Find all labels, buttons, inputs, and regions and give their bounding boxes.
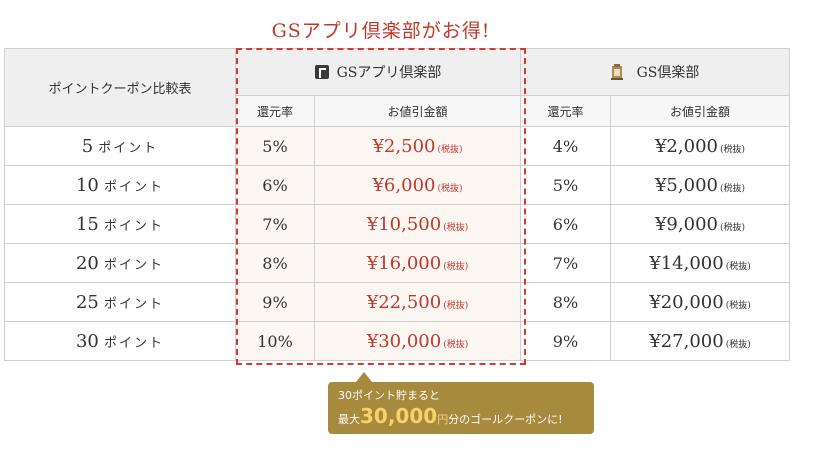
subheader-app-rate: 還元率: [235, 95, 315, 127]
table-row: 10 ポイント 6% ¥6,000 (税抜) 5% ¥5,000 (税抜): [4, 165, 790, 205]
gs-rate-cell: 4%: [520, 126, 611, 166]
gs-rate-cell: 6%: [520, 204, 611, 244]
app-rate-cell: 7%: [235, 204, 315, 244]
gs-rate-cell: 5%: [520, 165, 611, 205]
points-cell: 5 ポイント: [4, 126, 236, 166]
group-app-label: GSアプリ倶楽部: [336, 65, 442, 81]
callout-line1: 30ポイント貯まると: [338, 389, 440, 402]
app-rate-cell: 6%: [235, 165, 315, 205]
gs-amount-cell: ¥14,000 (税抜): [610, 243, 790, 283]
table-row: 15 ポイント 7% ¥10,500 (税抜) 6% ¥9,000 (税抜): [4, 204, 790, 244]
gs-amount-cell: ¥27,000 (税抜): [610, 321, 790, 361]
headline: GSアプリ倶楽部がお得!: [271, 20, 491, 42]
gs-rate-cell: 9%: [520, 321, 611, 361]
points-cell: 25 ポイント: [4, 282, 236, 322]
points-cell: 10 ポイント: [4, 165, 236, 205]
app-logo-icon: [314, 65, 329, 79]
table-row: 30 ポイント 10% ¥30,000 (税抜) 9% ¥27,000 (税抜): [4, 321, 790, 361]
app-amount-cell: ¥22,500 (税抜): [314, 282, 521, 322]
points-cell: 15 ポイント: [4, 204, 236, 244]
app-amount-cell: ¥2,500 (税抜): [314, 126, 521, 166]
app-rate-cell: 8%: [235, 243, 315, 283]
gs-amount-cell: ¥2,000 (税抜): [610, 126, 790, 166]
group-gs-label: GS倶楽部: [636, 65, 700, 81]
subheader-app-amount: お値引金額: [314, 95, 521, 127]
points-cell: 20 ポイント: [4, 243, 236, 283]
table-row: 20 ポイント 8% ¥16,000 (税抜) 7% ¥14,000 (税抜): [4, 243, 790, 283]
callout-amount: 30,000: [360, 404, 438, 428]
comparison-table: ポイントクーポン比較表 GSアプリ倶楽部 GS倶楽部 還元率 お値引金額 還元率…: [4, 48, 790, 361]
points-cell: 30 ポイント: [4, 321, 236, 361]
gs-amount-cell: ¥5,000 (税抜): [610, 165, 790, 205]
table-corner-label: ポイントクーポン比較表: [4, 48, 236, 127]
gs-amount-cell: ¥20,000 (税抜): [610, 282, 790, 322]
callout-line2: 最大30,000円分のゴールクーポンに!: [338, 404, 563, 428]
gs-rate-cell: 7%: [520, 243, 611, 283]
app-rate-cell: 10%: [235, 321, 315, 361]
callout-bubble: 30ポイント貯まると 最大30,000円分のゴールクーポンに!: [328, 372, 594, 434]
group-header-gs: GS倶楽部: [520, 48, 790, 96]
gs-amount-cell: ¥9,000 (税抜): [610, 204, 790, 244]
app-amount-cell: ¥16,000 (税抜): [314, 243, 521, 283]
gs-rate-cell: 8%: [520, 282, 611, 322]
group-header-app: GSアプリ倶楽部: [235, 48, 521, 96]
app-rate-cell: 5%: [235, 126, 315, 166]
table-row: 25 ポイント 9% ¥22,500 (税抜) 8% ¥20,000 (税抜): [4, 282, 790, 322]
app-amount-cell: ¥6,000 (税抜): [314, 165, 521, 205]
table-row: 5 ポイント 5% ¥2,500 (税抜) 4% ¥2,000 (税抜): [4, 126, 790, 166]
subheader-gs-rate: 還元率: [520, 95, 611, 127]
subheader-gs-amount: お値引金額: [610, 95, 790, 127]
app-rate-cell: 9%: [235, 282, 315, 322]
app-amount-cell: ¥10,500 (税抜): [314, 204, 521, 244]
crest-icon: [610, 64, 623, 80]
app-amount-cell: ¥30,000 (税抜): [314, 321, 521, 361]
